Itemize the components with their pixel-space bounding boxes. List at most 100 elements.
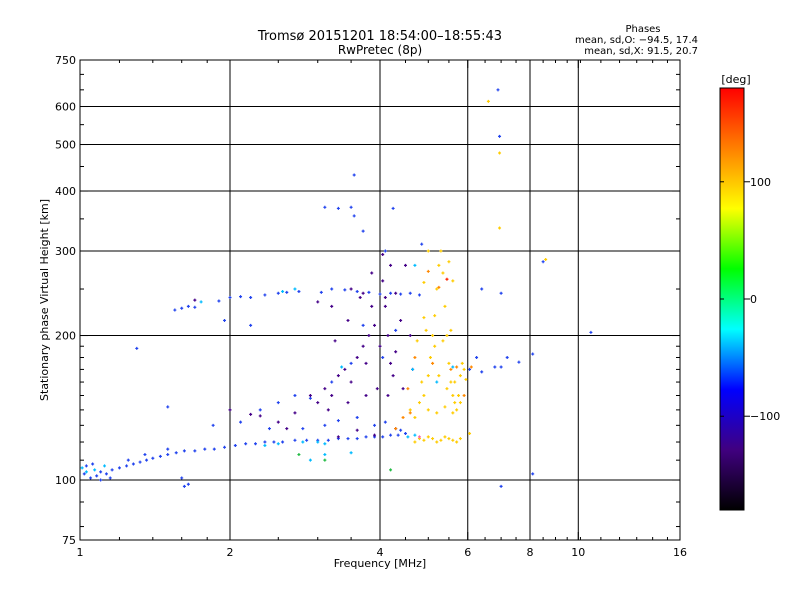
data-point <box>301 427 305 431</box>
data-point <box>285 290 289 294</box>
data-point <box>453 380 457 384</box>
data-point <box>182 449 186 453</box>
data-point <box>180 476 184 480</box>
data-point <box>468 367 472 371</box>
colorbar-tick-label: −100 <box>750 410 780 423</box>
data-point <box>108 476 112 480</box>
data-point <box>396 433 400 437</box>
data-point <box>435 380 439 384</box>
data-point <box>462 394 466 398</box>
data-point <box>394 350 398 354</box>
data-point <box>391 206 395 210</box>
data-point <box>323 423 327 427</box>
data-point <box>445 277 449 281</box>
data-point <box>389 291 393 295</box>
data-point <box>358 296 362 300</box>
data-point <box>211 423 215 427</box>
data-point <box>406 387 410 391</box>
x-tick-label: 4 <box>377 546 384 559</box>
chart-title: Tromsø 20151201 18:54:00–18:55:43 <box>257 29 502 44</box>
y-tick-label: 500 <box>55 139 76 152</box>
data-point <box>138 460 142 464</box>
data-point <box>433 314 437 318</box>
data-point <box>323 442 327 446</box>
data-point <box>333 339 337 343</box>
data-point <box>293 394 297 398</box>
data-point <box>435 411 439 415</box>
data-point <box>316 300 320 304</box>
data-point <box>408 411 412 415</box>
data-point <box>193 449 197 453</box>
y-tick-label: 400 <box>55 185 76 198</box>
data-point <box>420 242 424 246</box>
data-point <box>449 367 453 371</box>
colorbar-label: [deg] <box>721 73 750 86</box>
data-point <box>239 420 243 424</box>
data-point <box>349 287 353 291</box>
data-point <box>84 470 88 474</box>
data-point <box>330 304 334 308</box>
x-axis-label: Frequency [MHz] <box>334 557 426 570</box>
data-point <box>413 263 417 267</box>
data-point <box>401 387 405 391</box>
data-point <box>541 260 545 264</box>
x-axis-ticks: 1 2 4 6 8 10 16 <box>77 60 687 559</box>
data-point <box>386 334 390 338</box>
data-point <box>166 405 170 409</box>
data-point <box>228 408 232 412</box>
data-point <box>370 271 374 275</box>
data-point <box>420 380 424 384</box>
data-points <box>80 88 593 488</box>
data-point <box>389 433 393 437</box>
data-point <box>458 437 462 441</box>
data-point <box>80 466 84 470</box>
x-tick-label: 1 <box>77 546 84 559</box>
data-point <box>381 279 385 283</box>
data-point <box>370 304 374 308</box>
data-point <box>496 88 500 92</box>
data-point <box>458 374 462 378</box>
data-point <box>460 361 464 365</box>
data-point <box>417 435 421 439</box>
data-point <box>173 308 177 312</box>
data-point <box>174 451 178 455</box>
data-point <box>378 344 382 348</box>
data-point <box>293 287 297 291</box>
data-point <box>126 458 130 462</box>
data-point <box>422 394 426 398</box>
data-point <box>505 355 509 359</box>
data-point <box>394 291 398 295</box>
data-point <box>258 414 262 418</box>
data-point <box>449 328 453 332</box>
data-point <box>308 396 312 400</box>
data-point <box>457 394 461 398</box>
data-point <box>364 435 368 439</box>
chart-subtitle: RwPretec (8p) <box>338 43 422 57</box>
data-point <box>346 401 350 405</box>
data-point <box>99 478 103 482</box>
data-point <box>193 298 197 302</box>
data-point <box>355 415 359 419</box>
data-point <box>253 442 257 446</box>
data-point <box>408 291 412 295</box>
data-point <box>433 344 437 348</box>
data-point <box>435 287 439 291</box>
phases-legend-line-o: mean, sd,O: −94.5, 17.4 <box>575 35 698 46</box>
data-point <box>499 365 503 369</box>
data-point <box>417 401 421 405</box>
data-point <box>413 440 417 444</box>
data-point <box>544 258 548 262</box>
data-point <box>455 408 459 412</box>
data-point <box>389 263 393 267</box>
data-point <box>435 440 439 444</box>
data-point <box>223 445 227 449</box>
data-point <box>186 482 190 486</box>
data-point <box>330 394 334 398</box>
data-point <box>415 339 419 343</box>
data-point <box>406 435 410 439</box>
data-point <box>391 374 395 378</box>
data-point <box>158 454 162 458</box>
data-point <box>441 271 445 275</box>
data-point <box>349 205 353 209</box>
data-point <box>426 249 430 253</box>
